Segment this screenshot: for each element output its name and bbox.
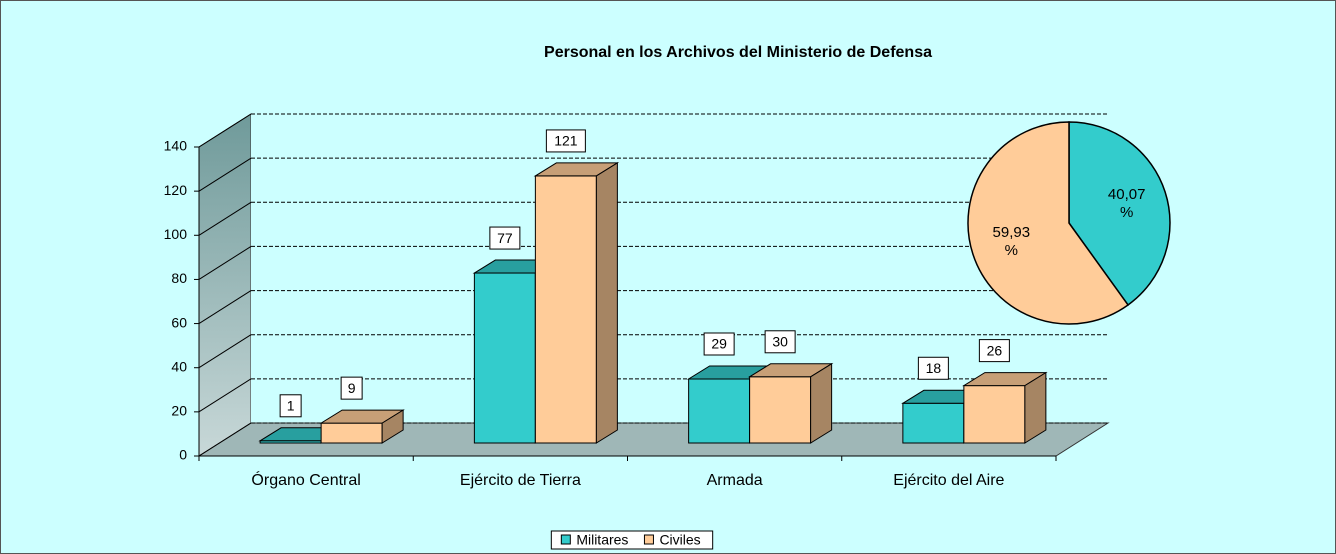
pie-slice	[967, 121, 1130, 325]
bar-side	[1024, 371, 1047, 444]
data-label-box	[340, 376, 363, 400]
x-tick-label: Ejército del Aire	[893, 472, 1004, 489]
legend-label: Civiles	[659, 532, 700, 548]
data-label-box	[545, 129, 586, 153]
legend-label: Militares	[576, 532, 628, 548]
left-wall	[198, 113, 252, 457]
grid-line	[198, 422, 252, 457]
data-label-box	[978, 339, 1010, 363]
y-tick-label: 0	[179, 447, 187, 463]
bar-side	[595, 162, 618, 444]
bar-front	[473, 272, 536, 444]
x-tick-label: Ejército de Tierra	[460, 472, 581, 489]
grid-line	[198, 334, 252, 369]
legend-box	[550, 530, 714, 550]
data-label-box	[703, 332, 735, 356]
data-label: 1	[287, 397, 295, 413]
bar	[962, 371, 1048, 444]
bar-front	[749, 376, 812, 444]
grid-line	[198, 201, 252, 236]
data-label: 121	[554, 133, 578, 149]
data-label: 26	[987, 342, 1003, 358]
pie-label: 59,93 %	[992, 223, 1031, 259]
grid-line	[198, 378, 252, 413]
data-label-box	[279, 394, 302, 418]
y-tick-label: 100	[164, 226, 188, 242]
bar	[747, 362, 834, 444]
data-label-box	[489, 226, 521, 250]
data-label: 29	[711, 336, 727, 352]
legend: Militares Civiles	[550, 530, 714, 550]
bar	[319, 409, 405, 444]
x-tick-label: Órgano Central	[251, 470, 360, 489]
data-label-box	[917, 356, 949, 380]
y-tick-label: 140	[164, 138, 188, 154]
bar-front	[320, 422, 383, 444]
grid-line	[198, 290, 252, 324]
y-tick-label: 120	[164, 182, 188, 198]
y-tick-label: 80	[171, 270, 187, 286]
back-wall	[251, 114, 1108, 423]
data-label-box	[764, 330, 796, 354]
grid-line	[198, 157, 252, 192]
grid-line	[198, 113, 252, 148]
bar	[533, 162, 620, 444]
pie-slice	[1068, 121, 1171, 307]
y-tick-label: 40	[171, 358, 187, 374]
bar-side	[810, 362, 833, 444]
bar-front	[534, 175, 597, 444]
legend-swatch	[643, 534, 654, 545]
bar-front	[963, 385, 1026, 444]
bar-front	[902, 402, 965, 444]
y-tick-label: 60	[171, 314, 187, 330]
data-label: 9	[348, 380, 356, 396]
grid-line	[198, 246, 252, 280]
pie-label: 40,07 %	[1107, 186, 1146, 222]
y-tick-label: 20	[171, 403, 187, 419]
data-label: 30	[772, 333, 788, 349]
bar-side	[381, 409, 404, 444]
data-label: 18	[926, 360, 942, 376]
bar-front	[688, 378, 751, 444]
data-label: 77	[497, 230, 513, 246]
x-tick-label: Armada	[707, 472, 763, 489]
chart-title: Personal en los Archivos del Ministerio …	[544, 44, 932, 61]
legend-swatch	[560, 534, 571, 545]
